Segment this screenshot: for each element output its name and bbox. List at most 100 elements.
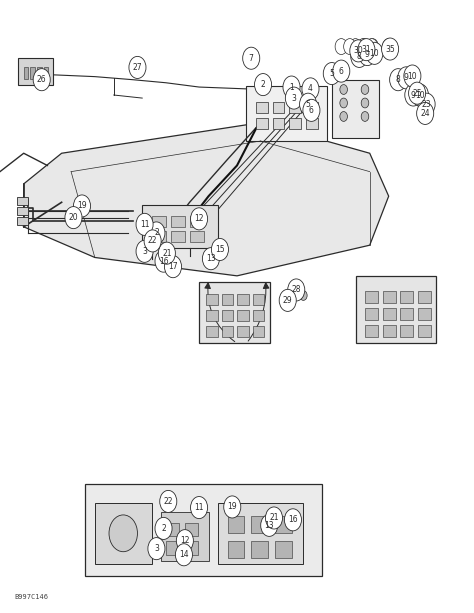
Text: 10: 10 — [370, 49, 379, 58]
FancyBboxPatch shape — [171, 216, 185, 227]
Circle shape — [33, 69, 50, 91]
Circle shape — [359, 44, 376, 66]
Circle shape — [191, 497, 208, 519]
Text: 4: 4 — [308, 85, 313, 93]
Text: 30: 30 — [354, 47, 363, 55]
Text: 19: 19 — [228, 503, 237, 511]
Circle shape — [283, 76, 300, 98]
Text: 23: 23 — [422, 100, 431, 109]
Circle shape — [390, 69, 407, 91]
Circle shape — [243, 47, 260, 69]
Circle shape — [284, 509, 301, 531]
FancyBboxPatch shape — [206, 326, 218, 337]
FancyBboxPatch shape — [418, 308, 431, 320]
FancyBboxPatch shape — [44, 67, 48, 79]
FancyBboxPatch shape — [237, 310, 249, 321]
FancyBboxPatch shape — [166, 541, 179, 555]
Circle shape — [285, 292, 293, 302]
FancyBboxPatch shape — [24, 67, 28, 79]
Circle shape — [202, 248, 219, 270]
FancyBboxPatch shape — [400, 325, 413, 337]
Text: 2: 2 — [154, 229, 159, 237]
FancyBboxPatch shape — [365, 308, 378, 320]
FancyBboxPatch shape — [306, 102, 318, 113]
Circle shape — [109, 515, 137, 552]
Circle shape — [417, 102, 434, 124]
FancyBboxPatch shape — [383, 308, 396, 320]
Text: 14: 14 — [179, 550, 189, 559]
Circle shape — [129, 56, 146, 78]
Circle shape — [358, 39, 375, 61]
FancyBboxPatch shape — [95, 503, 152, 564]
Circle shape — [191, 208, 208, 230]
FancyBboxPatch shape — [251, 516, 268, 533]
FancyBboxPatch shape — [228, 516, 244, 533]
FancyBboxPatch shape — [289, 102, 301, 113]
Circle shape — [176, 530, 193, 552]
FancyBboxPatch shape — [222, 294, 233, 305]
FancyBboxPatch shape — [152, 231, 166, 242]
Text: 5: 5 — [306, 100, 310, 109]
FancyBboxPatch shape — [17, 217, 28, 225]
Circle shape — [300, 93, 317, 115]
FancyBboxPatch shape — [253, 294, 264, 305]
Text: 10: 10 — [415, 91, 425, 99]
Circle shape — [160, 490, 177, 512]
Circle shape — [340, 98, 347, 108]
Text: 20: 20 — [69, 213, 78, 222]
FancyBboxPatch shape — [418, 325, 431, 337]
Text: 3: 3 — [292, 94, 296, 102]
Text: 3: 3 — [142, 247, 147, 256]
Text: B997C146: B997C146 — [14, 593, 48, 600]
Text: 12: 12 — [180, 536, 190, 545]
FancyBboxPatch shape — [332, 80, 379, 138]
Circle shape — [367, 39, 378, 53]
Text: 19: 19 — [77, 202, 87, 210]
Circle shape — [357, 39, 369, 55]
FancyBboxPatch shape — [365, 291, 378, 303]
Circle shape — [211, 238, 228, 261]
FancyBboxPatch shape — [171, 231, 185, 242]
Circle shape — [279, 289, 296, 311]
FancyBboxPatch shape — [253, 326, 264, 337]
FancyBboxPatch shape — [356, 276, 436, 343]
Circle shape — [409, 82, 426, 104]
Circle shape — [300, 291, 307, 300]
FancyBboxPatch shape — [253, 310, 264, 321]
FancyBboxPatch shape — [206, 310, 218, 321]
Text: 13: 13 — [264, 521, 274, 530]
Circle shape — [164, 256, 182, 278]
Text: 1: 1 — [289, 83, 294, 91]
Circle shape — [255, 74, 272, 96]
FancyBboxPatch shape — [275, 516, 292, 533]
FancyBboxPatch shape — [256, 118, 268, 129]
FancyBboxPatch shape — [383, 325, 396, 337]
Circle shape — [136, 240, 153, 262]
Text: 28: 28 — [292, 286, 301, 294]
Circle shape — [148, 538, 165, 560]
Circle shape — [361, 98, 369, 108]
FancyBboxPatch shape — [85, 484, 322, 576]
FancyBboxPatch shape — [273, 102, 284, 113]
FancyBboxPatch shape — [383, 291, 396, 303]
Text: 13: 13 — [206, 254, 216, 263]
Circle shape — [292, 289, 300, 299]
FancyBboxPatch shape — [275, 541, 292, 558]
FancyBboxPatch shape — [237, 326, 249, 337]
Circle shape — [358, 39, 370, 53]
Text: 9: 9 — [365, 50, 370, 59]
Circle shape — [340, 112, 347, 121]
Text: 24: 24 — [420, 109, 430, 118]
Circle shape — [144, 230, 161, 252]
FancyBboxPatch shape — [166, 523, 179, 536]
FancyBboxPatch shape — [161, 512, 209, 561]
Circle shape — [340, 85, 347, 94]
Circle shape — [361, 85, 369, 94]
FancyBboxPatch shape — [273, 118, 284, 129]
Text: 27: 27 — [133, 63, 142, 72]
Circle shape — [333, 60, 350, 82]
Circle shape — [175, 544, 192, 566]
Circle shape — [261, 514, 278, 536]
Polygon shape — [24, 123, 389, 276]
FancyBboxPatch shape — [365, 325, 378, 337]
